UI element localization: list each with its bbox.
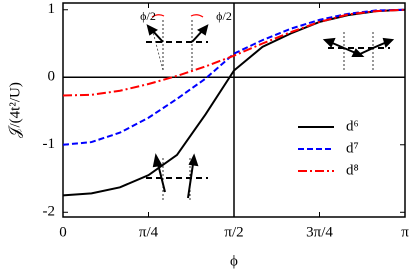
x-tick-label: π/4 (139, 224, 159, 240)
line-series (62, 8, 406, 97)
inset-bottom-left (146, 153, 208, 200)
inset-top-left (146, 14, 209, 71)
y-tick-label: 1 (48, 1, 56, 17)
annotation: ϕ/2 (140, 9, 156, 23)
y-axis-label: 𝒥/(4t²/U) (7, 82, 23, 138)
y-tick-label: -2 (43, 204, 56, 220)
x-tick-label: 0 (59, 224, 67, 240)
inset-top-right (322, 32, 395, 72)
legend-label: d⁷ (346, 140, 359, 156)
x-tick-label: π (401, 224, 409, 240)
legend-label: d⁶ (346, 118, 359, 134)
annotation: ϕ/2 (216, 9, 232, 23)
x-tick-label: π/2 (224, 224, 243, 240)
y-tick-label: -1 (43, 136, 56, 152)
x-axis-label: ϕ (230, 253, 238, 269)
x-tick-label: 3π/4 (306, 224, 333, 240)
legend-label: d⁸ (346, 162, 359, 178)
line-series (62, 8, 406, 146)
y-tick-label: 0 (48, 69, 56, 85)
